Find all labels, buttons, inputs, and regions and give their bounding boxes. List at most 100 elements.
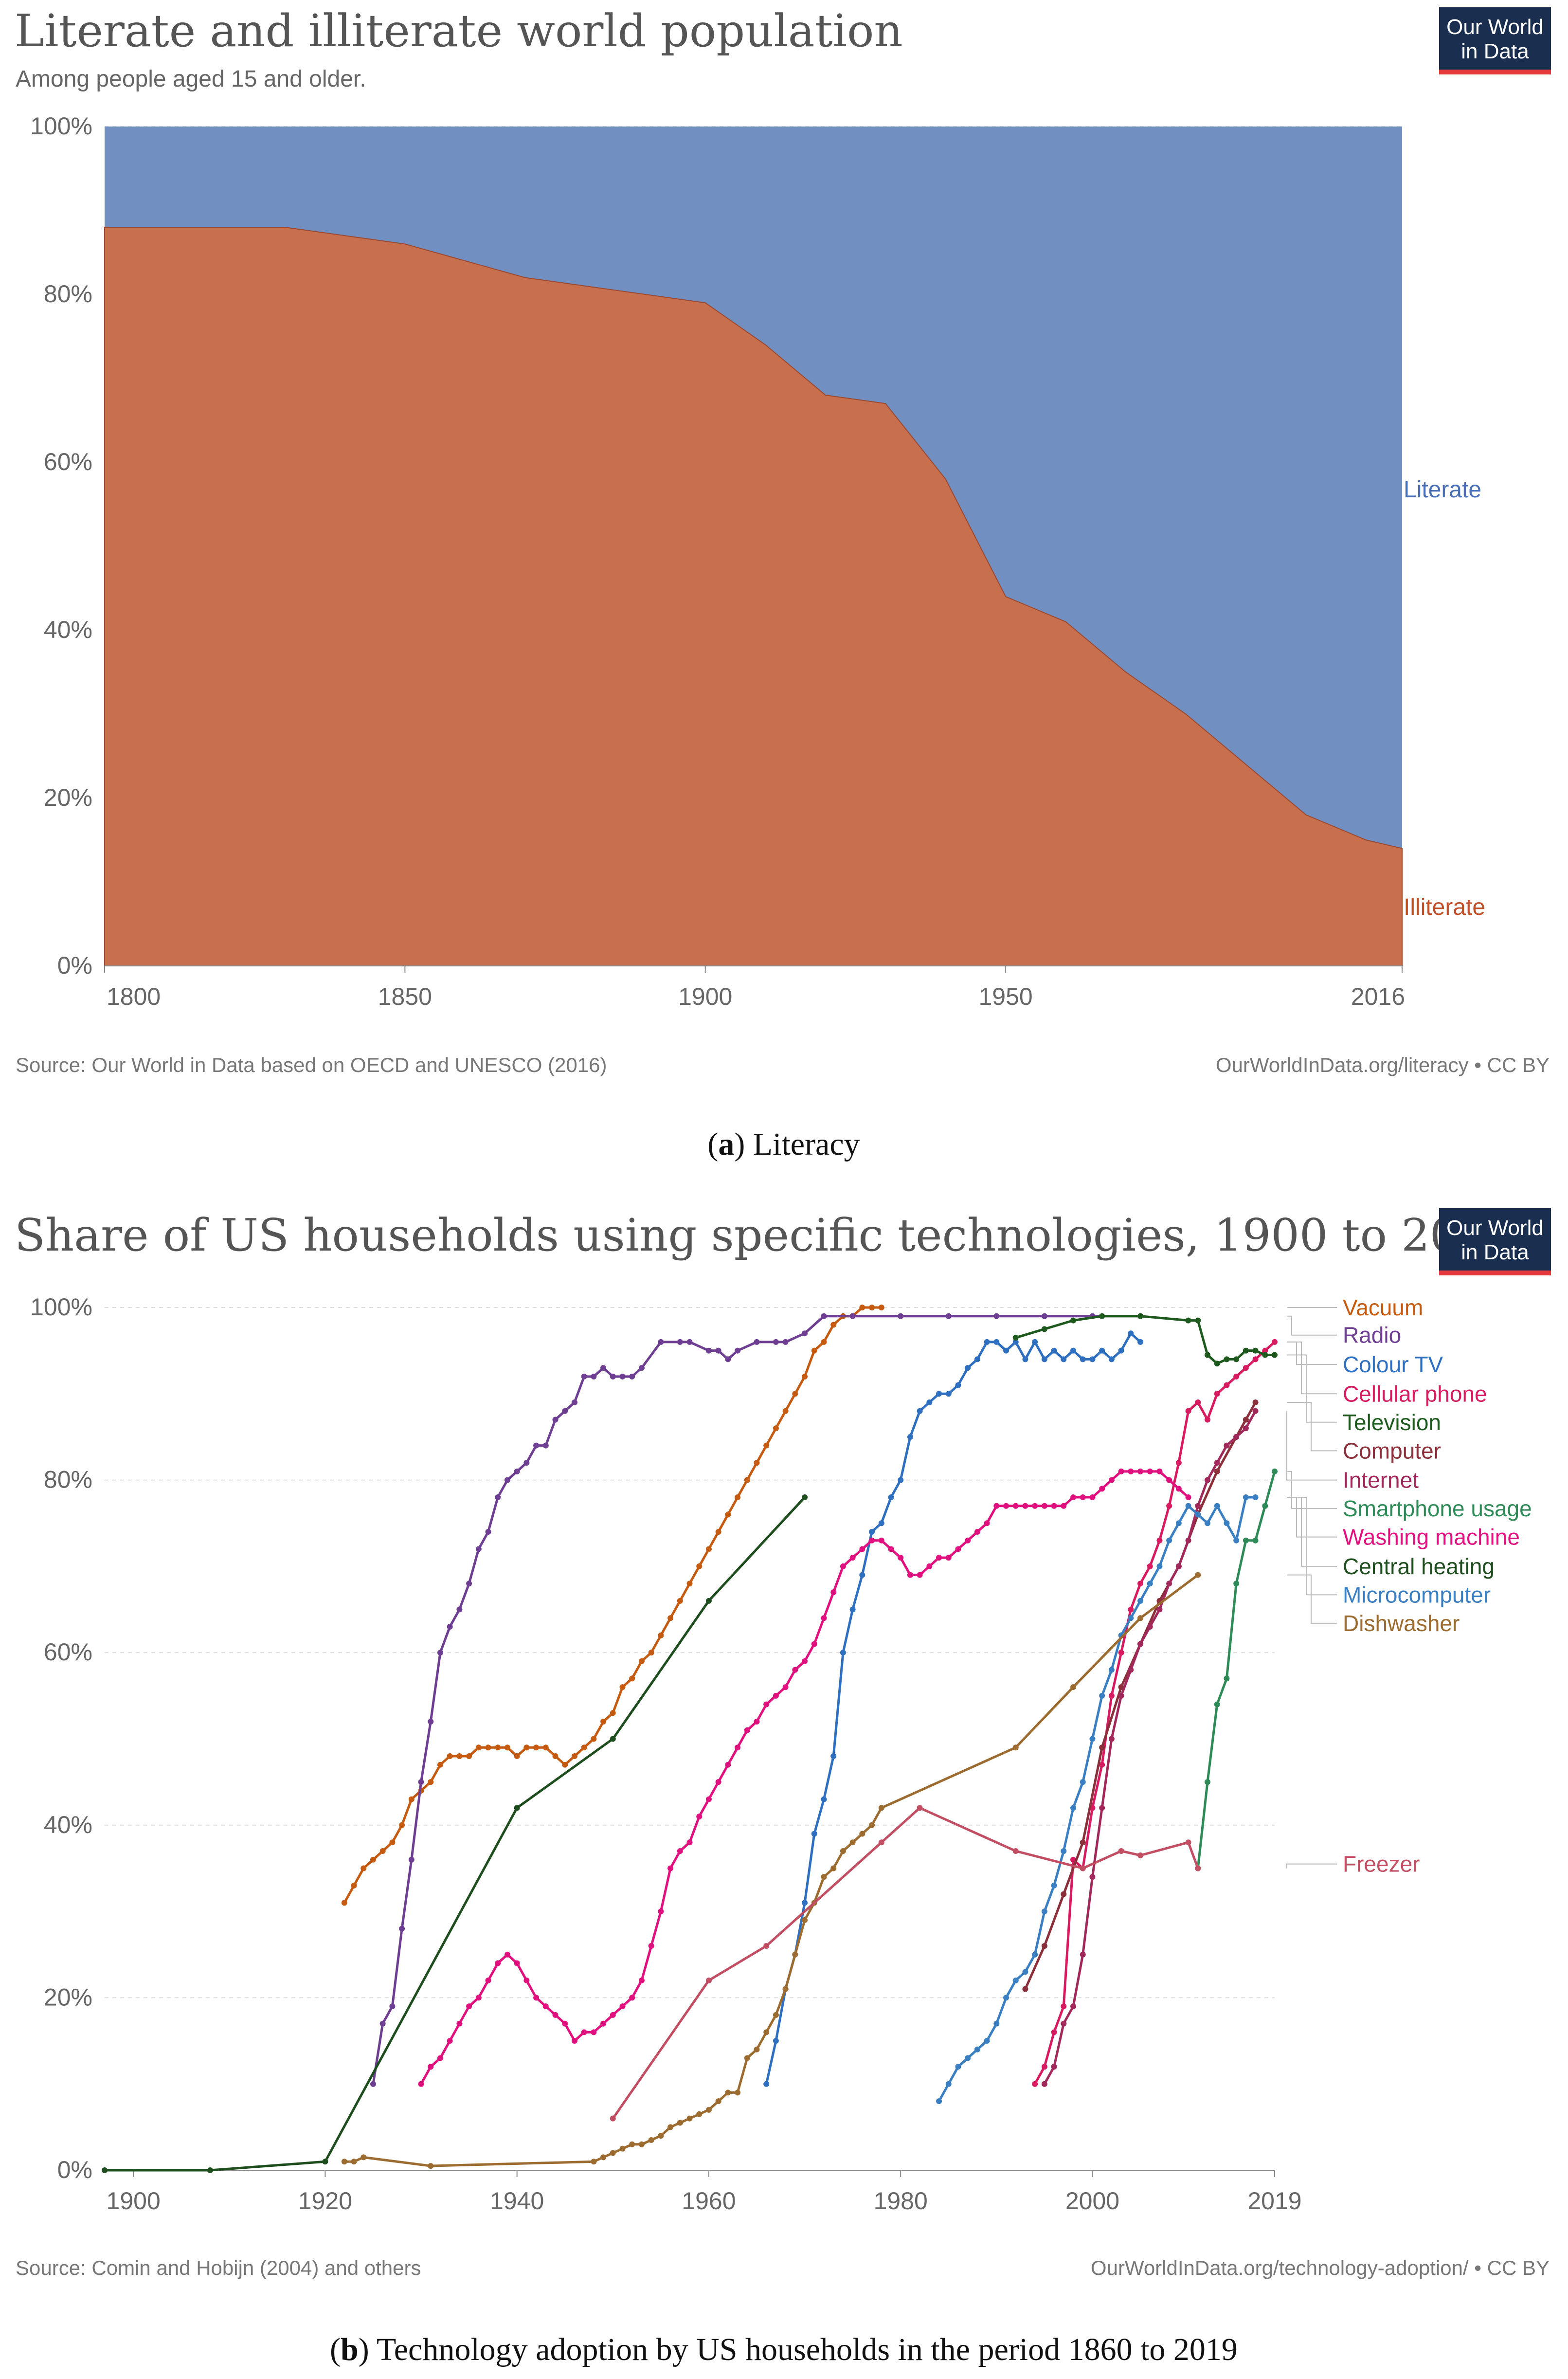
point-washing-machine — [610, 2012, 616, 2018]
point-radio — [523, 1460, 530, 1466]
point-internet — [1156, 1606, 1163, 1613]
point-vacuum — [370, 1856, 376, 1863]
point-washing-machine — [782, 1684, 789, 1690]
point-cellular-phone — [1147, 1563, 1153, 1569]
point-vacuum — [600, 1719, 607, 1725]
point-vacuum — [686, 1580, 693, 1587]
point-freezer — [1012, 1848, 1019, 1854]
point-internet — [1099, 1805, 1105, 1811]
point-microcomputer — [1041, 1908, 1047, 1915]
point-vacuum — [562, 1762, 568, 1768]
legend-smartphone-usage: Smartphone usage — [1343, 1496, 1532, 1521]
point-washing-machine — [984, 1520, 990, 1526]
point-microcomputer — [1214, 1503, 1220, 1509]
legend-radio: Radio — [1343, 1323, 1401, 1348]
point-radio — [428, 1719, 434, 1725]
point-microcomputer — [1185, 1503, 1191, 1509]
point-microcomputer — [965, 2055, 971, 2061]
point-vacuum — [379, 1848, 386, 1854]
logo-line-2: in Data — [1461, 1240, 1529, 1264]
point-colour-tv — [1137, 1339, 1144, 1345]
point-central-heating — [102, 2167, 108, 2173]
point-cellular-phone — [1214, 1391, 1220, 1397]
point-radio — [379, 2020, 386, 2027]
point-washing-machine — [907, 1572, 913, 1578]
point-washing-machine — [485, 1977, 491, 1983]
point-washing-machine — [667, 1865, 674, 1871]
point-washing-machine — [898, 1555, 904, 1561]
point-television — [1214, 1361, 1220, 1367]
point-internet — [1233, 1434, 1240, 1440]
area-illiterate — [104, 227, 1403, 966]
point-washing-machine — [686, 1839, 693, 1846]
point-television — [1262, 1352, 1268, 1358]
point-radio — [562, 1408, 568, 1414]
point-dishwasher — [744, 2055, 750, 2061]
point-washing-machine — [1061, 1503, 1067, 1509]
chart-a-source: Source: Our World in Data based on OECD … — [16, 1053, 607, 1076]
point-cellular-phone — [1128, 1606, 1134, 1613]
point-radio — [638, 1365, 645, 1371]
point-colour-tv — [763, 2081, 770, 2087]
point-washing-machine — [965, 1537, 971, 1544]
point-freezer — [763, 1943, 770, 1949]
chart-b-legend: Vacuum Radio Colour TV Cellular phone Televi… — [1286, 1295, 1532, 1877]
point-internet — [1128, 1667, 1134, 1673]
point-dishwasher — [1012, 1744, 1019, 1751]
point-vacuum — [466, 1753, 472, 1759]
y-tick-label: 20% — [44, 784, 92, 811]
point-washing-machine — [562, 2020, 568, 2027]
point-vacuum — [696, 1563, 703, 1569]
point-television — [1205, 1352, 1211, 1358]
legend-microcomputer: Microcomputer — [1343, 1582, 1491, 1607]
point-vacuum — [744, 1477, 750, 1483]
point-internet — [1137, 1641, 1144, 1647]
point-internet — [1252, 1408, 1259, 1414]
point-vacuum — [495, 1744, 501, 1751]
point-vacuum — [648, 1650, 654, 1656]
point-washing-machine — [1175, 1486, 1182, 1492]
point-television — [1243, 1347, 1249, 1354]
point-washing-machine — [744, 1727, 750, 1733]
logo-line-1: Our World — [1446, 1216, 1544, 1240]
point-internet — [1118, 1692, 1124, 1699]
point-washing-machine — [830, 1589, 837, 1596]
point-washing-machine — [1012, 1503, 1019, 1509]
point-radio — [715, 1347, 721, 1354]
point-vacuum — [389, 1839, 396, 1846]
point-colour-tv — [936, 1391, 942, 1397]
point-cellular-phone — [1061, 2003, 1067, 2010]
point-dishwasher — [600, 2154, 607, 2161]
line-internet — [1043, 1410, 1257, 2085]
point-radio — [456, 1606, 463, 1613]
point-radio — [802, 1330, 808, 1337]
chart-a-y-axis: 0% 20% 40% 60% 80% 100% — [30, 112, 92, 979]
point-internet — [1080, 1951, 1086, 1958]
point-dishwasher — [351, 2159, 357, 2165]
point-microcomputer — [1205, 1520, 1211, 1526]
point-microcomputer — [1137, 1598, 1144, 1604]
point-radio — [475, 1546, 482, 1552]
point-radio — [485, 1528, 491, 1535]
panel-b: Share of US households using specific te… — [15, 1208, 1551, 2367]
point-internet — [1175, 1563, 1182, 1569]
x-tick-label: 1900 — [107, 2187, 161, 2215]
legend-illiterate: Illiterate — [1404, 894, 1485, 920]
y-tick-label: 80% — [44, 280, 92, 308]
point-freezer — [705, 1977, 712, 1983]
point-television — [1041, 1326, 1047, 1332]
point-dishwasher — [428, 2163, 434, 2169]
series-internet — [1041, 1408, 1259, 2087]
point-internet — [1108, 1736, 1115, 1742]
point-vacuum — [782, 1408, 789, 1414]
point-washing-machine — [677, 1848, 683, 1854]
point-washing-machine — [542, 2003, 549, 2010]
x-tick-label: 1850 — [378, 983, 432, 1010]
point-microcomputer — [1061, 1848, 1067, 1854]
point-cellular-phone — [1195, 1399, 1201, 1406]
point-colour-tv — [984, 1339, 990, 1345]
point-freezer — [917, 1805, 923, 1811]
chart-a-subtitle: Among people aged 15 and older. — [16, 66, 366, 92]
series-colour-tv — [763, 1330, 1144, 2087]
point-radio — [993, 1313, 1000, 1319]
